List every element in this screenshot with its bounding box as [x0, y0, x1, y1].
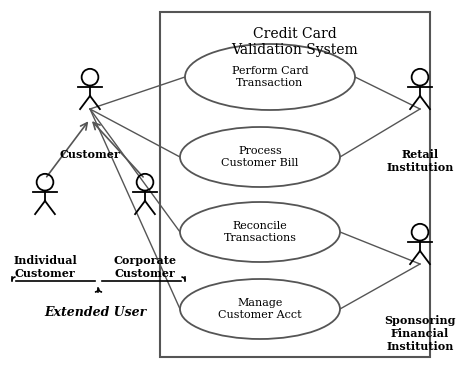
Text: Individual
Customer: Individual Customer [13, 255, 77, 279]
Ellipse shape [180, 279, 340, 339]
Text: Extended User: Extended User [44, 305, 146, 319]
Text: Credit Card
Validation System: Credit Card Validation System [232, 27, 358, 57]
Ellipse shape [185, 44, 355, 110]
Text: Sponsoring
Financial
Institution: Sponsoring Financial Institution [384, 315, 456, 352]
Text: Manage
Customer Acct: Manage Customer Acct [218, 298, 302, 320]
Ellipse shape [180, 127, 340, 187]
Text: Reconcile
Transactions: Reconcile Transactions [224, 221, 297, 243]
Text: Process
Customer Bill: Process Customer Bill [221, 146, 299, 168]
Ellipse shape [180, 202, 340, 262]
Text: Corporate
Customer: Corporate Customer [113, 255, 176, 279]
Text: Customer: Customer [60, 149, 120, 160]
Text: Perform Card
Transaction: Perform Card Transaction [232, 66, 308, 88]
Text: Retail
Institution: Retail Institution [386, 149, 454, 173]
Bar [160, 12, 430, 357]
